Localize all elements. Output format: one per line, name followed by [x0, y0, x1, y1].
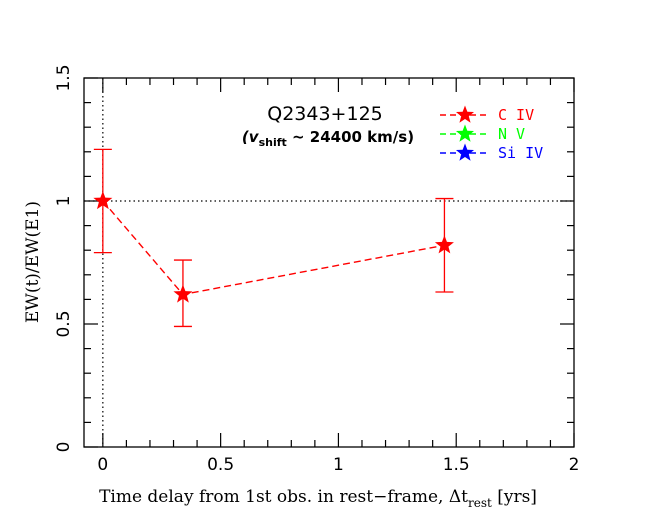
y-tick-label: 1: [54, 196, 74, 207]
x-axis-label: Time delay from 1st obs. in rest−frame, …: [99, 487, 537, 510]
legend-star-marker: [455, 124, 475, 142]
y-tick-label: 0.5: [54, 310, 74, 337]
plot-frame: [83, 77, 575, 448]
y-axis-label: EW(t)/EW(E1): [23, 201, 43, 323]
reference-lines: [84, 78, 574, 447]
legend-label: C IV: [498, 106, 534, 124]
x-tick-label: 0: [97, 455, 108, 475]
subtitle-prefix: (v: [242, 128, 260, 146]
series-layer: [93, 148, 454, 328]
subtitle-sub: shift: [259, 136, 287, 149]
x-axis-label-main: Time delay from 1st obs. in rest−frame, …: [99, 487, 468, 507]
chart-subtitle: (vshift ~ 24400 km/s): [242, 128, 414, 149]
x-axis-label-suffix: [yrs]: [492, 487, 537, 507]
data-point-star: [93, 191, 113, 210]
x-tick-label: 1: [333, 455, 344, 475]
x-tick-label: 0.5: [207, 455, 234, 475]
x-tick-label: 2: [569, 455, 580, 475]
tick-labels: 0 0.5 1 1.5 2 0 0.5 1 1.5: [54, 64, 579, 475]
y-tick-label: 0: [54, 442, 74, 453]
legend-label: Si IV: [498, 144, 543, 162]
axis-ticks: [84, 77, 575, 448]
x-axis-label-sub: rest: [468, 496, 492, 510]
chart-title: Q2343+125: [267, 103, 383, 125]
data-point-star: [434, 235, 454, 254]
legend-star-marker: [455, 143, 475, 161]
legend-label: N V: [498, 125, 525, 143]
x-tick-label: 1.5: [443, 455, 470, 475]
data-point-star: [173, 284, 193, 303]
series-line-civ: [102, 200, 445, 296]
y-tick-label: 1.5: [54, 64, 74, 91]
legend: C IVN VSi IV: [440, 105, 543, 162]
subtitle-suffix: ~ 24400 km/s): [287, 128, 414, 146]
legend-star-marker: [455, 105, 475, 123]
